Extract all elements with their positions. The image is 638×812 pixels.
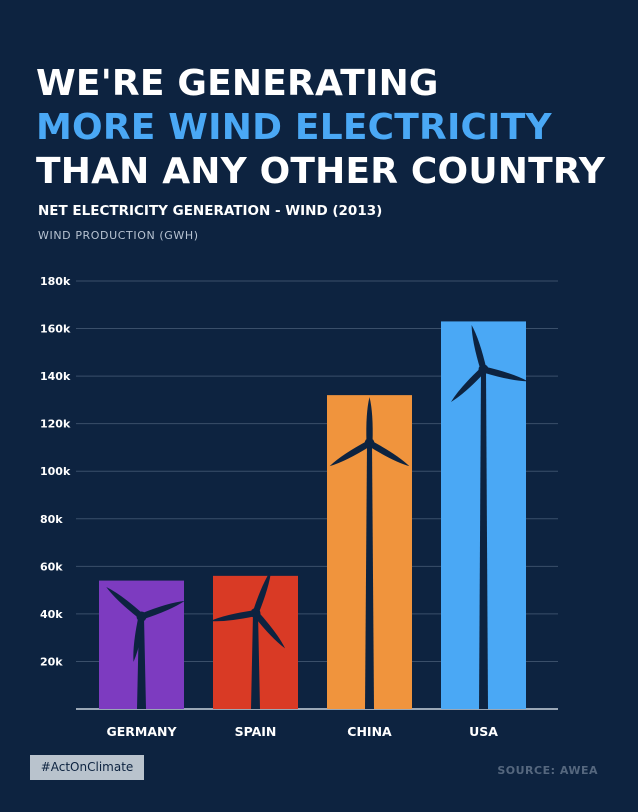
x-tick-label-spain: SPAIN: [235, 724, 277, 739]
turbine-blade-spain: [210, 610, 257, 622]
y-tick-label: 100k: [40, 465, 71, 478]
turbine-blade-usa: [450, 367, 486, 402]
turbine-blade-germany: [133, 616, 145, 662]
y-tick-label: 60k: [40, 560, 63, 573]
turbine-blade-china: [366, 397, 373, 444]
turbine-blade-spain: [253, 611, 286, 649]
y-tick-label: 160k: [40, 323, 71, 336]
turbine-tower-china: [365, 443, 374, 709]
turbine-blade-germany: [106, 586, 144, 619]
y-tick-label: 120k: [40, 418, 71, 431]
turbine-blade-usa: [482, 366, 528, 382]
y-tick-label: 80k: [40, 513, 63, 526]
hashtag-badge[interactable]: #ActOnClimate: [30, 755, 144, 780]
turbine-hub-china: [364, 438, 375, 449]
y-axis-label: WIND PRODUCTION (GWH): [38, 229, 199, 242]
turbine-hub-germany: [136, 611, 147, 622]
headline-line-2: MORE WIND ELECTRICITY: [36, 107, 552, 148]
x-tick-label-china: CHINA: [347, 724, 392, 739]
y-tick-label: 40k: [40, 608, 63, 621]
source-credit: SOURCE: AWEA: [497, 764, 598, 777]
turbine-blade-spain: [252, 569, 272, 615]
turbine-blade-china: [368, 440, 410, 467]
x-tick-label-germany: GERMANY: [106, 724, 177, 739]
y-tick-label: 180k: [40, 275, 71, 288]
headline-line-3: THAN ANY OTHER COUNTRY: [36, 151, 606, 192]
turbine-hub-spain: [250, 608, 261, 619]
headline: WE'RE GENERATING MORE WIND ELECTRICITY T…: [36, 62, 605, 194]
chart-title: NET ELECTRICITY GENERATION - WIND (2013): [38, 203, 383, 219]
x-tick-label-usa: USA: [469, 724, 498, 739]
y-tick-label: 140k: [40, 370, 71, 383]
turbine-hub-usa: [478, 364, 489, 375]
headline-line-1: WE'RE GENERATING: [36, 63, 439, 104]
turbine-tower-usa: [479, 369, 488, 709]
turbine-blade-china: [329, 440, 371, 467]
turbine-blade-usa: [471, 324, 487, 371]
turbine-blade-germany: [140, 600, 185, 620]
turbine-tower-spain: [251, 613, 260, 709]
y-tick-label: 20k: [40, 655, 63, 668]
